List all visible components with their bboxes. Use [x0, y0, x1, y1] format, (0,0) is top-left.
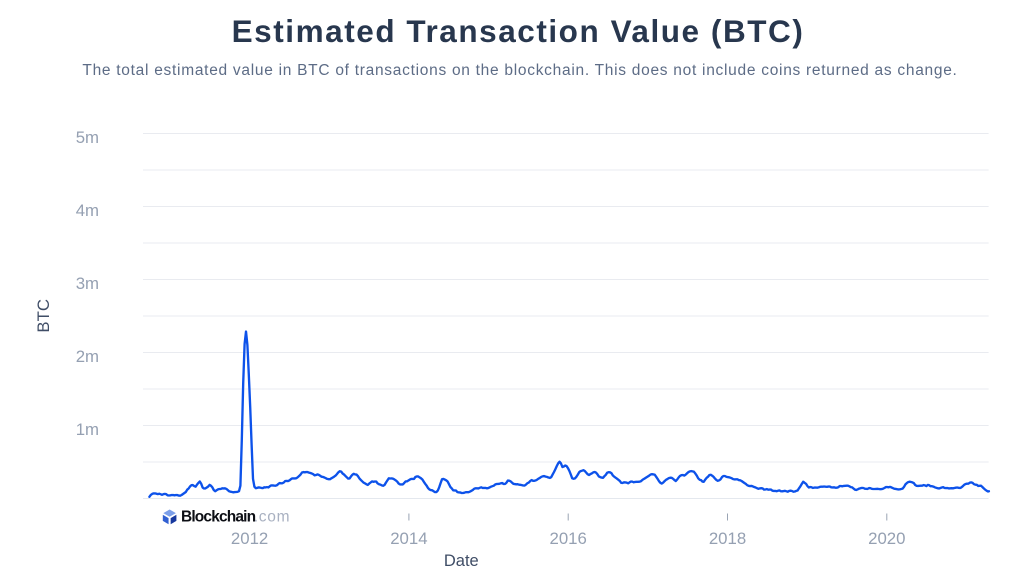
svg-text:BTC: BTC — [34, 299, 53, 333]
svg-text:1m: 1m — [76, 420, 99, 439]
svg-text:Blockchain.com: Blockchain.com — [181, 509, 290, 526]
svg-text:2012: 2012 — [231, 529, 268, 548]
svg-text:2020: 2020 — [868, 529, 905, 548]
svg-text:2014: 2014 — [390, 529, 427, 548]
svg-text:Date: Date — [444, 552, 479, 570]
svg-text:2m: 2m — [76, 347, 99, 366]
svg-text:4m: 4m — [76, 201, 99, 220]
svg-text:3m: 3m — [76, 274, 99, 293]
svg-text:5m: 5m — [76, 128, 99, 147]
svg-text:2018: 2018 — [709, 529, 746, 548]
svg-text:2016: 2016 — [550, 529, 587, 548]
